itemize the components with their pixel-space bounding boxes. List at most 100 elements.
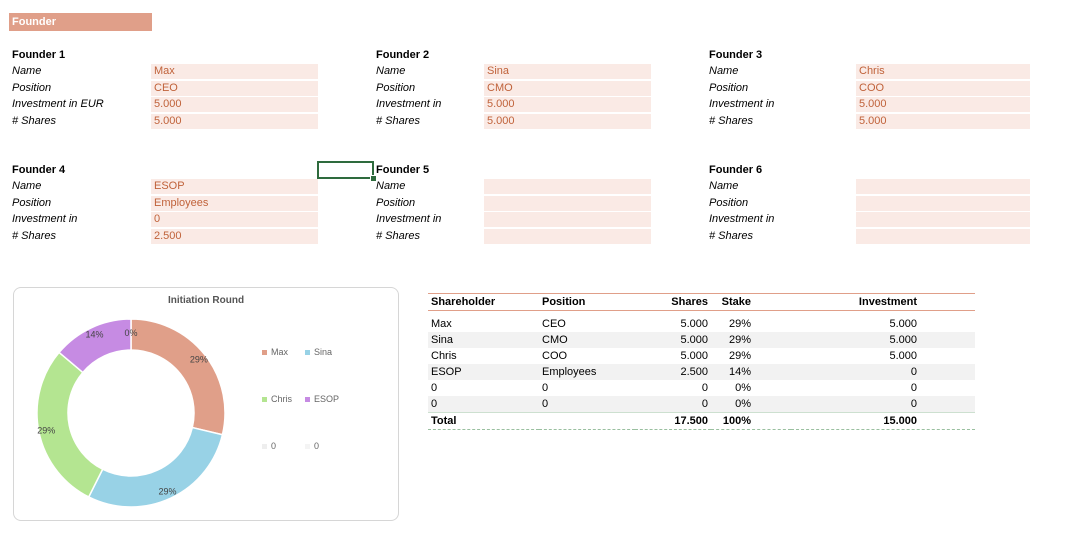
founder-3-value-3[interactable]: 5.000 bbox=[856, 113, 1030, 129]
founder-2-label-2: Investment in bbox=[376, 98, 442, 110]
founder-2-value-1[interactable]: CMO bbox=[484, 80, 651, 96]
legend-item: 0 bbox=[262, 441, 276, 451]
col-shareholder: Shareholder bbox=[428, 293, 539, 311]
founder-4-value-0[interactable]: ESOP bbox=[151, 179, 318, 194]
table-cell: CMO bbox=[539, 332, 635, 348]
founder-4-value-2[interactable]: 0 bbox=[151, 212, 318, 227]
legend-label: Sina bbox=[314, 347, 333, 357]
total-cell: Total bbox=[428, 412, 539, 430]
table-cell: Sina bbox=[428, 332, 539, 348]
data-label: 14% bbox=[86, 330, 104, 340]
founder-2-value-0[interactable]: Sina bbox=[484, 64, 651, 79]
founder-1-value-2[interactable]: 5.000 bbox=[151, 97, 318, 112]
table-cell: 0 bbox=[539, 396, 635, 413]
table-cell: 14% bbox=[711, 364, 791, 380]
founder-5-label-0: Name bbox=[376, 180, 406, 192]
data-label: 29% bbox=[190, 354, 208, 364]
table-cell: 5.000 bbox=[680, 350, 708, 362]
col-investment: Investment bbox=[791, 293, 975, 311]
legend-item: Max bbox=[262, 347, 288, 357]
table-row[interactable]: ESOP Employees 2.500 14% 0 bbox=[428, 364, 975, 380]
donut-slice-Max[interactable] bbox=[130, 318, 226, 436]
table-cell: 5.000 bbox=[791, 332, 975, 348]
founder-2-label-0: Name bbox=[376, 65, 406, 77]
founder-1-value-0[interactable]: Max bbox=[151, 64, 318, 79]
legend-swatch bbox=[305, 443, 310, 449]
table-cell: CEO bbox=[542, 318, 566, 330]
data-label: 29% bbox=[158, 486, 176, 496]
founder-5-label-3: # Shares bbox=[376, 229, 421, 242]
founder-3-value-0[interactable]: Chris bbox=[856, 64, 1030, 79]
table-cell: COO bbox=[542, 350, 568, 362]
table-cell: 5.000 bbox=[680, 318, 708, 330]
table-cell: Employees bbox=[539, 364, 635, 380]
founder-3-label-0: Name bbox=[709, 65, 739, 77]
founder-5-value-2[interactable] bbox=[484, 212, 651, 227]
table-cell: 0 bbox=[791, 364, 975, 380]
donut-slice-ESOP[interactable] bbox=[58, 318, 132, 374]
table-row[interactable]: Sina CMO 5.000 29% 5.000 bbox=[428, 332, 975, 348]
founder-5-value-3[interactable] bbox=[484, 228, 651, 244]
legend-item: ESOP bbox=[305, 394, 339, 404]
total-cell bbox=[539, 412, 635, 430]
table-cell: 5.000 bbox=[889, 318, 917, 330]
founder-4-title: Founder 4 bbox=[12, 164, 66, 176]
total-cell: 17.500 bbox=[635, 412, 711, 430]
fill-handle[interactable] bbox=[370, 175, 377, 182]
founder-5-label-2: Investment in bbox=[376, 213, 442, 225]
legend-label: Max bbox=[271, 347, 289, 357]
founder-6-value-0[interactable] bbox=[856, 179, 1030, 194]
chart-title: Initiation Round bbox=[167, 295, 245, 306]
table-cell: 0% bbox=[711, 396, 791, 413]
table-cell: 0 bbox=[431, 382, 438, 394]
founder-2-label-1: Position bbox=[376, 81, 416, 94]
table-cell: 5.000 bbox=[635, 332, 711, 348]
founder-4-label-2: Investment in bbox=[12, 213, 78, 225]
founder-1-label-2: Investment in EUR bbox=[12, 98, 104, 110]
founder-4-value-1[interactable]: Employees bbox=[151, 195, 318, 211]
founder-1-label-1: Position bbox=[12, 81, 52, 94]
founder-1-label-3: # Shares bbox=[12, 114, 57, 127]
donut-slice-Sina[interactable] bbox=[87, 426, 224, 508]
table-row[interactable]: 0 0 0 0% 0 bbox=[428, 380, 975, 396]
col-shares: Shares bbox=[635, 293, 711, 311]
founder-5-label-1: Position bbox=[376, 196, 416, 209]
founder-6-value-2[interactable] bbox=[856, 212, 1030, 227]
table-row[interactable]: Chris COO 5.000 29% 5.000 bbox=[428, 348, 975, 364]
founder-2-value-2[interactable]: 5.000 bbox=[484, 97, 651, 112]
founder-1-label-0: Name bbox=[12, 65, 42, 77]
legend-label: 0 bbox=[314, 441, 320, 451]
founder-6-label-1: Position bbox=[709, 196, 749, 209]
table-cell: 0 bbox=[428, 396, 539, 413]
founder-6-value-3[interactable] bbox=[856, 228, 1030, 244]
founder-5-title: Founder 5 bbox=[376, 164, 430, 176]
founder-5-value-0[interactable] bbox=[484, 179, 651, 194]
table-cell: ESOP bbox=[428, 364, 539, 380]
legend-swatch bbox=[305, 396, 310, 402]
table-cell: 0 bbox=[910, 382, 917, 394]
table-cell: 2.500 bbox=[635, 364, 711, 380]
table-row[interactable]: 0 0 0 0% 0 bbox=[428, 396, 975, 413]
section-banner[interactable]: Founder bbox=[9, 13, 152, 31]
table-cell: Chris bbox=[431, 350, 457, 362]
legend-label: 0 bbox=[271, 441, 277, 451]
shareholder-table: Shareholder Position Shares Stake Invest… bbox=[428, 293, 975, 430]
founder-4-value-3[interactable]: 2.500 bbox=[151, 228, 318, 244]
founder-5-value-1[interactable] bbox=[484, 195, 651, 211]
selected-cell[interactable] bbox=[317, 161, 374, 179]
table-row[interactable]: Max CEO 5.000 29% 5.000 bbox=[428, 316, 975, 332]
table-cell: Max bbox=[431, 318, 452, 330]
founder-1-value-1[interactable]: CEO bbox=[151, 80, 318, 96]
table-cell: 29% bbox=[728, 350, 751, 362]
founder-1-value-3[interactable]: 5.000 bbox=[151, 113, 318, 129]
legend-item: Sina bbox=[305, 347, 332, 357]
total-cell: 100% bbox=[711, 412, 791, 430]
founder-3-value-2[interactable]: 5.000 bbox=[856, 97, 1030, 112]
founder-2-value-3[interactable]: 5.000 bbox=[484, 113, 651, 129]
legend-item: Chris bbox=[262, 394, 292, 404]
founder-3-label-3: # Shares bbox=[709, 114, 754, 127]
founder-3-value-1[interactable]: COO bbox=[856, 80, 1030, 96]
founder-2-title: Founder 2 bbox=[376, 49, 430, 61]
donut-chart[interactable]: 29% 29% 29% 14% 0% bbox=[13, 287, 399, 521]
founder-6-value-1[interactable] bbox=[856, 195, 1030, 211]
